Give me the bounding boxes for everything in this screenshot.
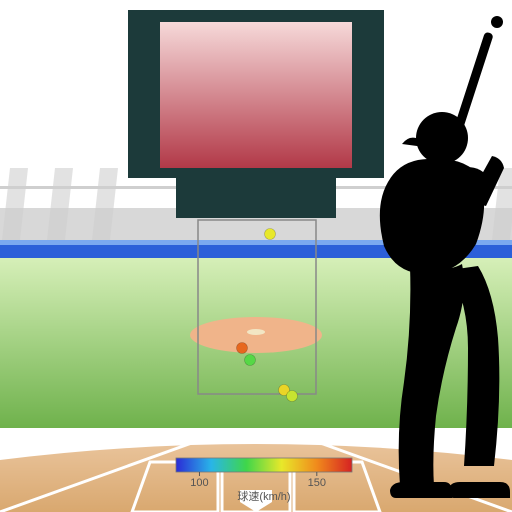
scoreboard-screen <box>160 22 352 168</box>
pitch-location-chart: 100 150 球速(km/h) <box>0 0 512 512</box>
legend-bar <box>176 458 352 472</box>
pitch-marker <box>245 355 256 366</box>
legend-label: 球速(km/h) <box>237 489 290 503</box>
pitch-marker <box>265 229 276 240</box>
scene-svg: 100 150 球速(km/h) <box>0 0 512 512</box>
legend-tick-label: 100 <box>190 477 208 489</box>
pitch-marker <box>237 343 248 354</box>
pitching-rubber <box>247 329 265 335</box>
scoreboard-pillar <box>176 178 336 218</box>
legend-tick-label: 150 <box>308 477 326 489</box>
pitch-marker <box>287 391 298 402</box>
